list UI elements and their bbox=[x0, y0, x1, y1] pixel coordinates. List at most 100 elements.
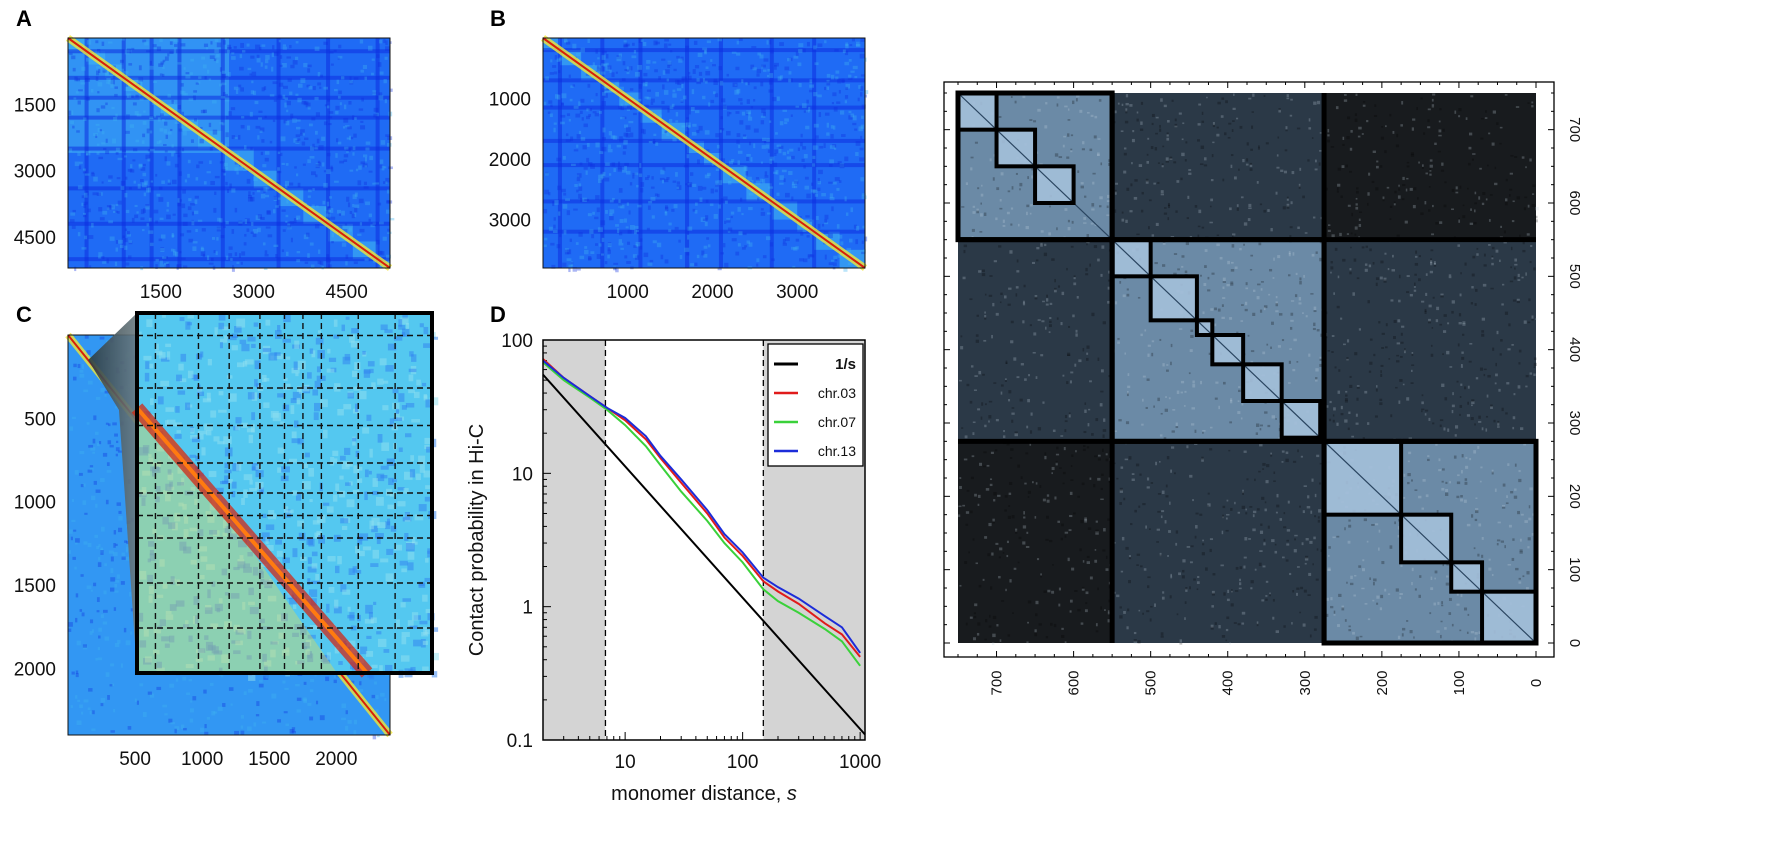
texture-cell bbox=[1289, 226, 1293, 229]
texture-cell bbox=[1384, 252, 1387, 255]
inset-texture bbox=[231, 491, 236, 498]
texture-cell bbox=[1037, 427, 1042, 431]
texture-cell bbox=[963, 244, 968, 248]
texture-cell bbox=[1384, 150, 1387, 154]
texture-cell bbox=[1480, 137, 1484, 140]
texture-cell bbox=[1069, 514, 1073, 518]
texture-cell bbox=[1310, 293, 1314, 295]
legend-label: chr.13 bbox=[818, 443, 856, 459]
stripe-vertical bbox=[276, 38, 281, 268]
inset-texture bbox=[227, 335, 237, 341]
texture-cell bbox=[1150, 146, 1154, 150]
texture-cell bbox=[573, 208, 578, 211]
texture-cell bbox=[1044, 243, 1047, 247]
texture-cell bbox=[166, 209, 169, 212]
texture-cell bbox=[743, 166, 748, 172]
texture-cell bbox=[727, 230, 731, 233]
texture-cell bbox=[1485, 428, 1488, 432]
texture-cell bbox=[1464, 481, 1468, 485]
inset-texture bbox=[210, 623, 219, 629]
texture-cell bbox=[250, 231, 254, 234]
texture-cell bbox=[1143, 568, 1147, 571]
texture-cell bbox=[1055, 462, 1058, 466]
texture-cell bbox=[213, 207, 217, 213]
texture-cell bbox=[1300, 455, 1303, 458]
texture-cell bbox=[82, 483, 86, 487]
texture-cell bbox=[1315, 377, 1318, 380]
texture-cell bbox=[381, 165, 385, 171]
texture-cell bbox=[1299, 167, 1302, 171]
inset-texture bbox=[371, 382, 376, 389]
texture-cell bbox=[1261, 496, 1265, 500]
texture-cell bbox=[1027, 490, 1031, 494]
texture-cell bbox=[958, 379, 962, 382]
inset-texture bbox=[377, 638, 387, 648]
texture-cell bbox=[782, 151, 787, 156]
inset-texture bbox=[297, 438, 304, 445]
texture-cell bbox=[666, 78, 669, 82]
texture-cell bbox=[166, 214, 171, 220]
texture-cell bbox=[335, 111, 339, 115]
inset-texture bbox=[243, 566, 252, 573]
texture-cell bbox=[1435, 319, 1439, 323]
texture-cell bbox=[845, 43, 849, 49]
texture-cell bbox=[615, 224, 619, 227]
texture-cell bbox=[565, 41, 571, 45]
texture-cell bbox=[102, 256, 105, 260]
inset-texture bbox=[157, 396, 164, 405]
inset-texture bbox=[383, 649, 390, 653]
texture-cell bbox=[1103, 418, 1106, 422]
texture-cell bbox=[346, 196, 350, 202]
texture-cell bbox=[817, 223, 821, 229]
texture-cell bbox=[1314, 515, 1317, 518]
texture-cell bbox=[145, 154, 151, 160]
texture-cell bbox=[1503, 241, 1507, 244]
texture-cell bbox=[102, 210, 108, 215]
texture-cell bbox=[1106, 205, 1109, 209]
inset-texture bbox=[387, 504, 396, 510]
texture-cell bbox=[1027, 398, 1030, 403]
inset-texture bbox=[354, 362, 361, 371]
texture-cell bbox=[318, 249, 321, 254]
texture-cell bbox=[764, 171, 768, 176]
texture-cell bbox=[191, 219, 194, 225]
texture-cell bbox=[1069, 491, 1073, 495]
texture-cell bbox=[1010, 207, 1014, 210]
inset-texture bbox=[174, 422, 182, 427]
texture-cell bbox=[959, 485, 962, 490]
inset-texture bbox=[327, 556, 336, 562]
inset-texture bbox=[323, 502, 330, 506]
texture-cell bbox=[699, 197, 703, 202]
texture-cell bbox=[672, 137, 677, 142]
texture-cell bbox=[1288, 252, 1291, 257]
inset-texture bbox=[305, 649, 310, 655]
texture-cell bbox=[1528, 517, 1532, 521]
texture-cell bbox=[1425, 292, 1428, 296]
texture-cell bbox=[200, 109, 206, 114]
texture-cell bbox=[1271, 321, 1274, 325]
texture-cell bbox=[1424, 201, 1427, 205]
texture-cell bbox=[763, 141, 767, 144]
texture-cell bbox=[76, 78, 81, 82]
texture-cell bbox=[345, 125, 350, 128]
texture-cell bbox=[602, 137, 606, 141]
texture-cell bbox=[1262, 468, 1265, 470]
inset-texture bbox=[155, 496, 160, 503]
texture-cell bbox=[93, 480, 97, 485]
texture-cell bbox=[186, 692, 191, 695]
texture-cell bbox=[984, 315, 987, 318]
texture-cell bbox=[1285, 559, 1289, 562]
texture-cell bbox=[672, 89, 676, 93]
texture-cell bbox=[204, 724, 207, 729]
texture-cell bbox=[96, 597, 100, 603]
texture-cell bbox=[1260, 288, 1263, 291]
x-axis-label: monomer distance, s bbox=[611, 783, 797, 805]
texture-cell bbox=[234, 730, 240, 735]
texture-cell bbox=[640, 128, 644, 134]
texture-cell bbox=[102, 621, 108, 625]
texture-cell bbox=[1319, 363, 1322, 367]
inset-texture bbox=[208, 471, 217, 478]
texture-cell bbox=[86, 422, 90, 425]
texture-cell bbox=[101, 142, 106, 145]
texture-cell bbox=[329, 196, 332, 199]
